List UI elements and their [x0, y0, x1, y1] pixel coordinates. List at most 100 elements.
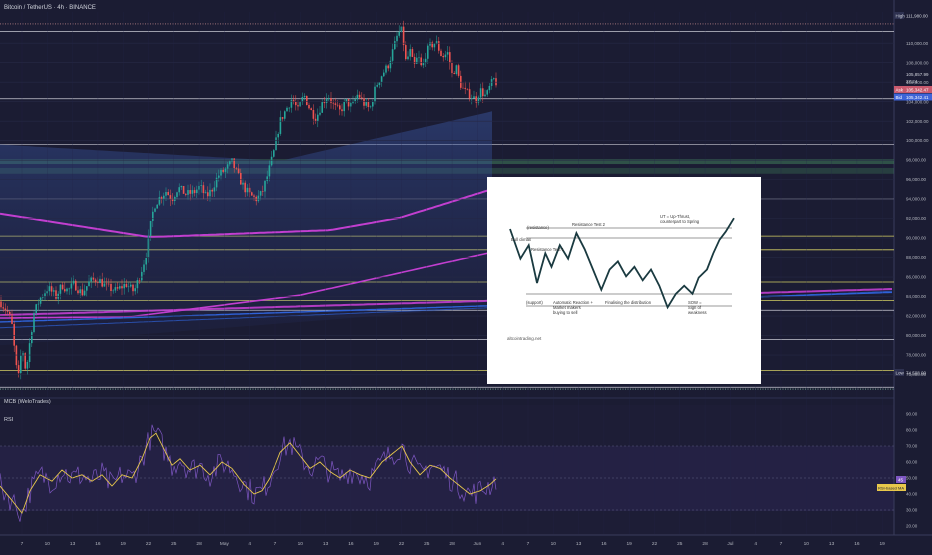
rsi-tick-label: 20.00 — [906, 524, 918, 529]
time-tick-label: 16 — [601, 541, 607, 547]
candle-body — [196, 189, 198, 194]
candle-body — [352, 101, 354, 103]
candle-body — [365, 101, 367, 106]
candle-body — [55, 290, 57, 299]
price-tick-label: 94,000.00 — [906, 197, 927, 202]
candle-body — [290, 100, 293, 108]
price-tick-label: 82,000.00 — [906, 314, 927, 319]
candlestick-series[interactable] — [0, 20, 497, 380]
candle-body — [383, 72, 385, 77]
candle-body — [387, 65, 389, 69]
candle-body — [145, 258, 147, 265]
candle-body — [482, 88, 484, 97]
candle-body — [433, 43, 436, 48]
price-tick-label: 104,000.00 — [906, 99, 929, 104]
candle-body — [363, 98, 365, 106]
candle-body — [262, 191, 264, 192]
candle-body — [191, 190, 194, 194]
price-tick-label: 102,000.00 — [906, 119, 929, 124]
candle-body — [493, 78, 495, 80]
price-tick-label: 106,000.00 — [906, 80, 929, 85]
inset-label-sow: SOW = Sign of weakness — [688, 300, 707, 315]
candle-body — [86, 286, 88, 291]
candle-body — [125, 283, 128, 287]
symbol-title: Bitcoin / TetherUS · 4h · BINANCE — [4, 5, 96, 11]
time-tick-label: Jul — [727, 541, 733, 547]
candle-body — [81, 289, 84, 296]
candle-body — [158, 197, 161, 205]
axes-labels: 110,000.00 108,000.00 106,000.00 104,000.00… — [0, 41, 929, 377]
candle-body — [431, 42, 433, 48]
candle-body — [372, 101, 374, 107]
candle-body — [328, 97, 330, 100]
candle-body — [44, 293, 46, 297]
candle-body — [88, 281, 90, 287]
candle-body — [358, 94, 361, 98]
inset-label-ut: UT = Up-Thrust, counterpart to Spring — [660, 214, 700, 224]
candle-body — [468, 89, 471, 99]
low-label: Low — [896, 371, 905, 376]
bid-value: 105,342.41 — [906, 95, 929, 100]
candle-body — [189, 190, 191, 194]
candle-body — [413, 56, 416, 64]
candle-body — [484, 94, 486, 97]
candle-body — [156, 204, 158, 209]
candle-body — [286, 107, 288, 112]
candle-body — [136, 280, 139, 289]
rsi-indicator-label[interactable]: RSI — [4, 417, 14, 423]
inset-label-automatic-reaction: Automatic Reaction + Market makers buying … — [553, 300, 593, 315]
candle-body — [132, 284, 134, 292]
candle-body — [105, 283, 108, 285]
candle-body — [473, 96, 475, 99]
candle-body — [449, 52, 451, 63]
inset-label-resistance: (resistance) — [527, 225, 549, 230]
price-tick-label: 80,000.00 — [906, 333, 927, 338]
time-tick-label: 7 — [527, 541, 530, 547]
candle-body — [33, 313, 35, 333]
time-tick-label: 16 — [95, 541, 101, 547]
rsi-current-marker: 45 — [896, 476, 906, 483]
candle-body — [149, 220, 152, 236]
candle-body — [185, 193, 187, 195]
candle-body — [422, 62, 425, 66]
candle-body — [17, 365, 20, 374]
candle-body — [277, 133, 279, 138]
price-tick-label: 90,000.00 — [906, 236, 927, 241]
candle-body — [424, 58, 427, 63]
candle-body — [83, 290, 86, 296]
wyckoff-distribution-inset: (resistance) Bull climax Resistance Test 1… — [487, 177, 761, 384]
candle-body — [343, 101, 345, 112]
candle-body — [57, 293, 59, 299]
candle-body — [101, 279, 103, 287]
time-tick-label: 10 — [551, 541, 557, 547]
candle-body — [323, 102, 326, 103]
candle-body — [169, 195, 172, 200]
candle-body — [187, 190, 189, 195]
candle-body — [466, 88, 469, 90]
time-tick-label: 13 — [576, 541, 582, 547]
candle-body — [152, 211, 154, 221]
candle-body — [273, 150, 275, 157]
candle-body — [165, 192, 167, 196]
time-tick-label: Jun — [474, 541, 482, 547]
candle-body — [471, 98, 473, 99]
candle-body — [9, 311, 11, 315]
price-tick-label: 78,000.00 — [906, 353, 927, 358]
candle-body — [442, 55, 444, 58]
ask-label: Ask — [896, 88, 904, 93]
time-tick-label: 10 — [804, 541, 810, 547]
candle-body — [4, 308, 7, 311]
candle-body — [116, 287, 119, 289]
candle-body — [90, 277, 92, 282]
mcb-indicator-label[interactable]: MCB (WeloTrades) — [4, 399, 51, 405]
candle-body — [438, 41, 440, 51]
high-label: High — [896, 14, 906, 19]
candle-body — [356, 94, 359, 100]
candle-body — [314, 118, 317, 122]
candle-body — [407, 56, 409, 60]
candle-body — [477, 97, 480, 103]
candle-body — [321, 102, 323, 113]
candle-body — [218, 175, 220, 178]
